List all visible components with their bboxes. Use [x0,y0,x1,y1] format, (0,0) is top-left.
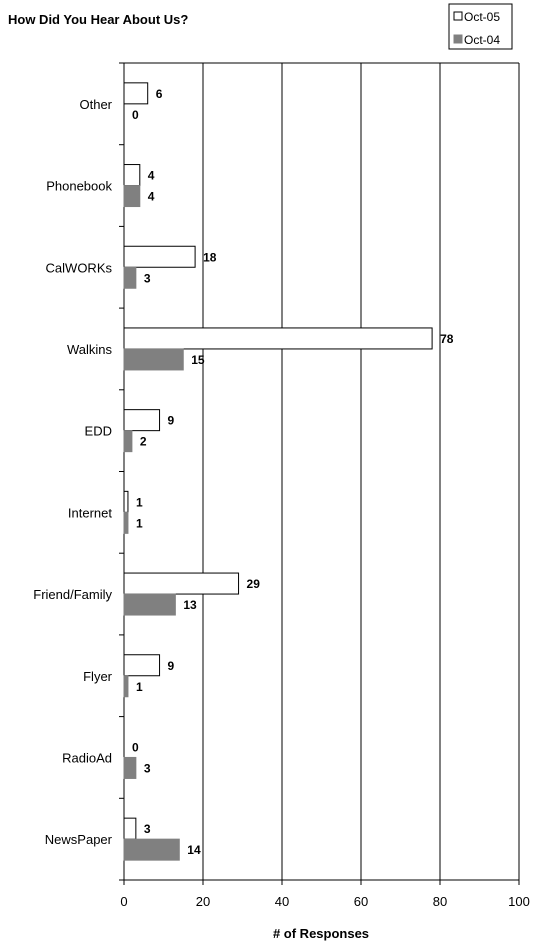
x-tick-label-40: 40 [275,894,289,909]
bar-oct-04-friend-family [123,593,176,616]
data-label-oct-05-flyer: 9 [168,659,175,673]
data-label-oct-04-newspaper: 14 [187,843,201,857]
category-label-newspaper: NewsPaper [45,832,113,847]
category-label-edd: EDD [85,424,112,439]
data-label-oct-05-radioad: 0 [132,740,139,754]
x-tick-label-0: 0 [120,894,127,909]
data-label-oct-04-edd: 2 [140,435,147,449]
bar-oct-05-edd [123,409,161,432]
category-label-other: Other [79,97,112,112]
plot-area: 0 20 40 60 80 100Other60Phonebook44CalWORKs18… [33,62,530,909]
data-label-oct-05-friend-family: 29 [247,577,261,591]
data-label-oct-05-edd: 9 [168,414,175,428]
bar-oct-05-flyer [123,654,161,677]
bar-oct-05-walkins [123,327,433,350]
legend-swatch-oct-05 [453,11,463,21]
bar-oct-04-internet [123,511,129,534]
data-label-oct-05-other: 6 [156,87,163,101]
category-label-walkins: Walkins [67,342,113,357]
data-label-oct-04-radioad: 3 [144,761,151,775]
legend: Oct-05 Oct-04 [448,3,513,50]
category-label-flyer: Flyer [83,669,113,684]
x-tick-label-20: 20 [196,894,210,909]
bar-oct-05-phonebook [123,164,141,187]
x-tick-label-80: 80 [433,894,447,909]
bar-oct-05-other [123,82,149,105]
category-label-internet: Internet [68,505,112,520]
data-label-oct-05-walkins: 78 [440,332,454,346]
data-label-oct-05-internet: 1 [136,495,143,509]
x-tick-label-60: 60 [354,894,368,909]
category-label-phonebook: Phonebook [46,179,112,194]
data-label-oct-04-flyer: 1 [136,680,143,694]
data-label-oct-04-phonebook: 4 [148,190,155,204]
legend-swatch-oct-04 [453,34,463,44]
legend-label-oct-04: Oct-04 [464,33,500,47]
category-label-radioad: RadioAd [62,750,112,765]
legend-label-oct-05: Oct-05 [464,10,500,24]
data-label-oct-04-walkins: 15 [191,353,205,367]
data-label-oct-05-newspaper: 3 [144,822,151,836]
category-label-friend-family: Friend/Family [33,587,112,602]
category-label-calworks: CalWORKs [46,260,113,275]
data-label-oct-05-calworks: 18 [203,250,217,264]
x-tick-label-100: 100 [508,894,530,909]
bar-oct-04-edd [123,430,133,453]
bar-oct-05-calworks [123,245,196,268]
bar-oct-04-walkins [123,348,184,371]
data-label-oct-04-calworks: 3 [144,271,151,285]
bar-oct-05-friend-family [123,572,240,595]
bar-oct-04-newspaper [123,838,180,861]
bar-oct-04-phonebook [123,185,141,208]
bar-oct-04-flyer [123,675,129,698]
data-label-oct-05-phonebook: 4 [148,169,155,183]
data-label-oct-04-internet: 1 [136,516,143,530]
bar-oct-04-calworks [123,266,137,289]
bar-oct-05-internet [123,490,129,513]
bar-oct-04-radioad [123,756,137,779]
chart-title: How Did You Hear About Us? [8,12,188,27]
bar-oct-05-newspaper [123,817,137,840]
data-label-oct-04-friend-family: 13 [183,598,197,612]
data-label-oct-04-other: 0 [132,108,139,122]
x-axis-label: # of Responses [273,926,369,941]
